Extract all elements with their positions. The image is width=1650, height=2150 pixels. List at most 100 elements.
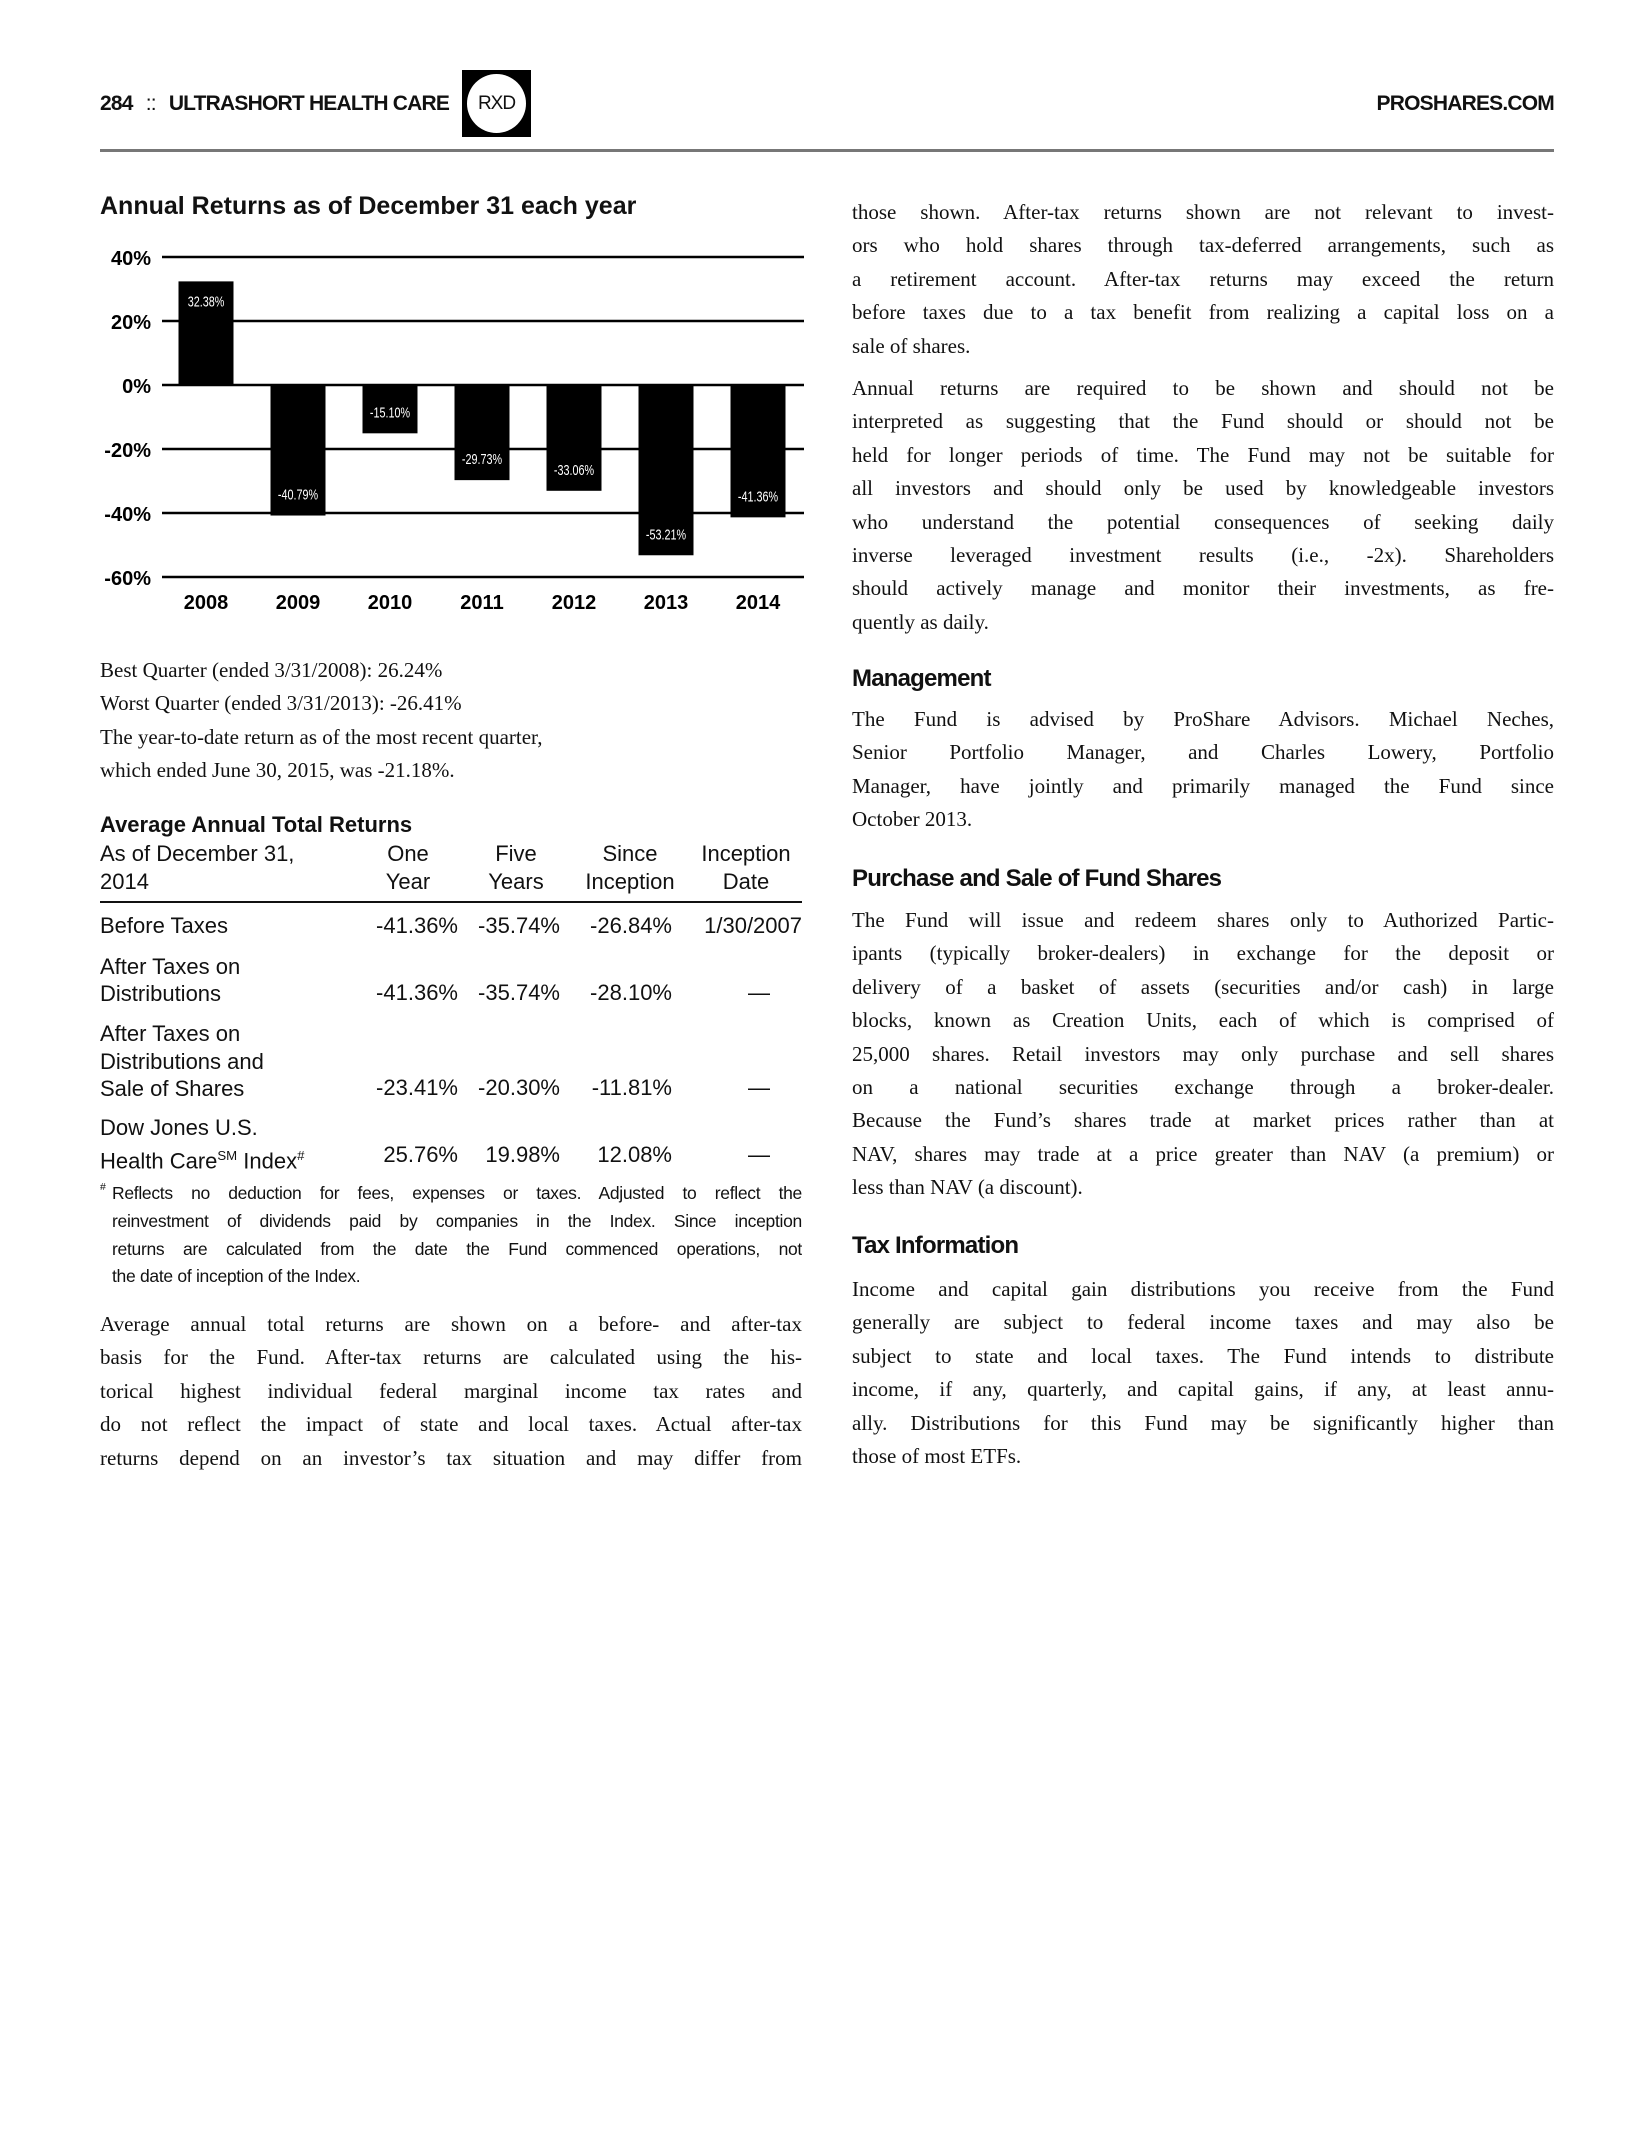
cell-inception-date: — (748, 1142, 770, 1167)
after-tax-paragraph: Average annual total returns are shown o… (100, 1308, 802, 1475)
header-separator: :: (145, 92, 157, 115)
index-word: Index (237, 1148, 298, 1174)
header-line: As of December 31, (100, 841, 295, 866)
tax-information-paragraph: Income and capital gain distributions yo… (852, 1273, 1554, 1473)
x-tick-label: 2012 (552, 592, 597, 614)
footnote-mark: # (100, 1181, 106, 1193)
cell-one-year: -23.41% (376, 1075, 458, 1100)
section-title: ULTRASHORT HEALTH CARE (168, 92, 450, 115)
text-line: torical highest individual federal margi… (100, 1378, 802, 1403)
bar-2011 (454, 385, 510, 481)
header-line: 2014 (100, 869, 149, 894)
bar-data-label: -53.21% (646, 525, 686, 542)
text-line: subject to state and local taxes. The Fu… (852, 1343, 1554, 1368)
footnote-ref: # (297, 1148, 305, 1163)
text-line: quently as daily. (852, 609, 989, 634)
cell-one-year: -41.36% (376, 980, 458, 1005)
text-line: do not reflect the impact of state and l… (100, 1412, 802, 1437)
row-label: After Taxes on Distributions and Sale of… (100, 1020, 264, 1103)
cell-one-year: -41.36% (376, 913, 458, 938)
annual-returns-chart: 40% 20% 0% -20% -40% -60% 32.38% 2008 -40.79% 200… (104, 248, 804, 614)
text-line: ors who hold shares through tax-deferred… (852, 233, 1554, 258)
x-tick-label: 2014 (736, 592, 781, 614)
text-line: sale of shares. (852, 333, 971, 358)
text-line: generally are subject to federal income … (852, 1310, 1554, 1335)
footnote-line: the date of inception of the Index. (112, 1266, 361, 1287)
text-line: all investors and should only be used by… (852, 476, 1554, 501)
text-line: held for longer periods of time. The Fun… (852, 442, 1554, 467)
cell-since-inception: -28.10% (590, 980, 672, 1005)
management-heading: Management (852, 665, 992, 692)
x-tick-label: 2013 (644, 592, 689, 614)
table-footnote: # Reflects no deduction for fees, expens… (100, 1180, 802, 1291)
bar-data-label: -15.10% (370, 404, 410, 421)
bar-2009 (270, 385, 326, 516)
cell-since-inception: 12.08% (597, 1142, 672, 1167)
text-line: less than NAV (a discount). (852, 1175, 1083, 1200)
column-header-period: As of December 31, 2014 (100, 840, 294, 896)
header-line: Inception (585, 869, 675, 894)
cell-inception-date: — (748, 980, 770, 1005)
best-quarter: Best Quarter (ended 3/31/2008): 26.24% (100, 658, 443, 682)
bar-2013 (638, 385, 694, 556)
cell-five-years: 19.98% (485, 1142, 560, 1167)
text-line: October 2013. (852, 807, 973, 832)
service-mark: SM (217, 1148, 238, 1163)
bar-data-label: 32.38% (188, 293, 225, 310)
row-label: Dow Jones U.S. Health CareSM Index# (100, 1114, 304, 1175)
text-line: interpreted as suggesting that the Fund … (852, 409, 1554, 434)
text-line: NAV, shares may trade at a price greater… (852, 1141, 1554, 1166)
text-line: those of most ETFs. (852, 1443, 1022, 1468)
row-label: After Taxes on Distributions (100, 953, 240, 1007)
ticker-label: RXD (467, 74, 526, 133)
y-tick-label: -20% (104, 440, 151, 462)
cell-inception-date: 1/30/2007 (704, 913, 802, 938)
x-tick-label: 2011 (460, 592, 503, 614)
bar-2008 (178, 281, 234, 385)
text-line: Because the Fund’s shares trade at marke… (852, 1108, 1554, 1133)
bar-data-label: -29.73% (462, 450, 502, 467)
text-line: The Fund will issue and redeem shares on… (852, 908, 1554, 932)
text-line: should actively manage and monitor their… (852, 576, 1554, 601)
cell-five-years: -35.74% (478, 980, 560, 1005)
text-line: blocks, known as Creation Units, each of… (852, 1008, 1554, 1033)
text-line: who understand the potential consequence… (852, 509, 1554, 534)
text-line: those shown. After-tax returns shown are… (852, 200, 1554, 224)
text-line: Average annual total returns are shown o… (100, 1312, 802, 1336)
table-title: Average Annual Total Returns (100, 812, 413, 837)
column-header-since-inception: Since Inception (570, 840, 690, 896)
x-tick-label: 2010 (368, 592, 413, 614)
y-tick-label: -60% (104, 568, 151, 590)
ytd-return-line: The year-to-date return as of the most r… (100, 724, 543, 749)
cell-five-years: -35.74% (478, 913, 560, 938)
y-tick-label: 0% (122, 376, 151, 398)
text-line: Senior Portfolio Manager, and Charles Lo… (852, 740, 1554, 765)
text-line: inverse leveraged investment results (i.… (852, 542, 1554, 567)
purchase-sale-paragraph: The Fund will issue and redeem shares on… (852, 904, 1554, 1205)
bar-data-label: -41.36% (738, 488, 778, 505)
text-line: The Fund is advised by ProShare Advisors… (852, 707, 1554, 731)
bar-2014 (730, 385, 786, 518)
row-label-line: Distributions and (100, 1048, 264, 1074)
index-name: Health Care (100, 1148, 218, 1174)
cell-inception-date: — (748, 1075, 770, 1100)
column-header-five-years: Five Years (466, 840, 566, 896)
cell-since-inception: -11.81% (591, 1075, 672, 1100)
text-line: on a national securities exchange throug… (852, 1074, 1554, 1099)
bar-2010 (362, 385, 418, 434)
text-line: Manager, have jointly and primarily mana… (852, 773, 1554, 798)
management-paragraph: The Fund is advised by ProShare Advisors… (852, 703, 1554, 837)
text-line: returns depend on an investor’s tax situ… (100, 1445, 802, 1470)
worst-quarter: Worst Quarter (ended 3/31/2013): -26.41% (100, 691, 462, 716)
text-line: a retirement account. After-tax returns … (852, 266, 1554, 291)
text-line: income, if any, quarterly, and capital g… (852, 1377, 1554, 1402)
bar-data-label: -33.06% (554, 461, 594, 478)
annual-returns-disclaimer-paragraph: Annual returns are required to be shown … (852, 372, 1554, 639)
ticker-logo: RXD (462, 70, 531, 137)
chart-title: Annual Returns as of December 31 each ye… (100, 192, 637, 220)
column-header-one-year: One Year (358, 840, 458, 896)
ytd-return-line: which ended June 30, 2015, was -21.18%. (100, 758, 455, 783)
x-tick-label: 2008 (184, 592, 229, 614)
tax-information-heading: Tax Information (852, 1232, 1019, 1259)
page-number: 284 (100, 92, 133, 115)
